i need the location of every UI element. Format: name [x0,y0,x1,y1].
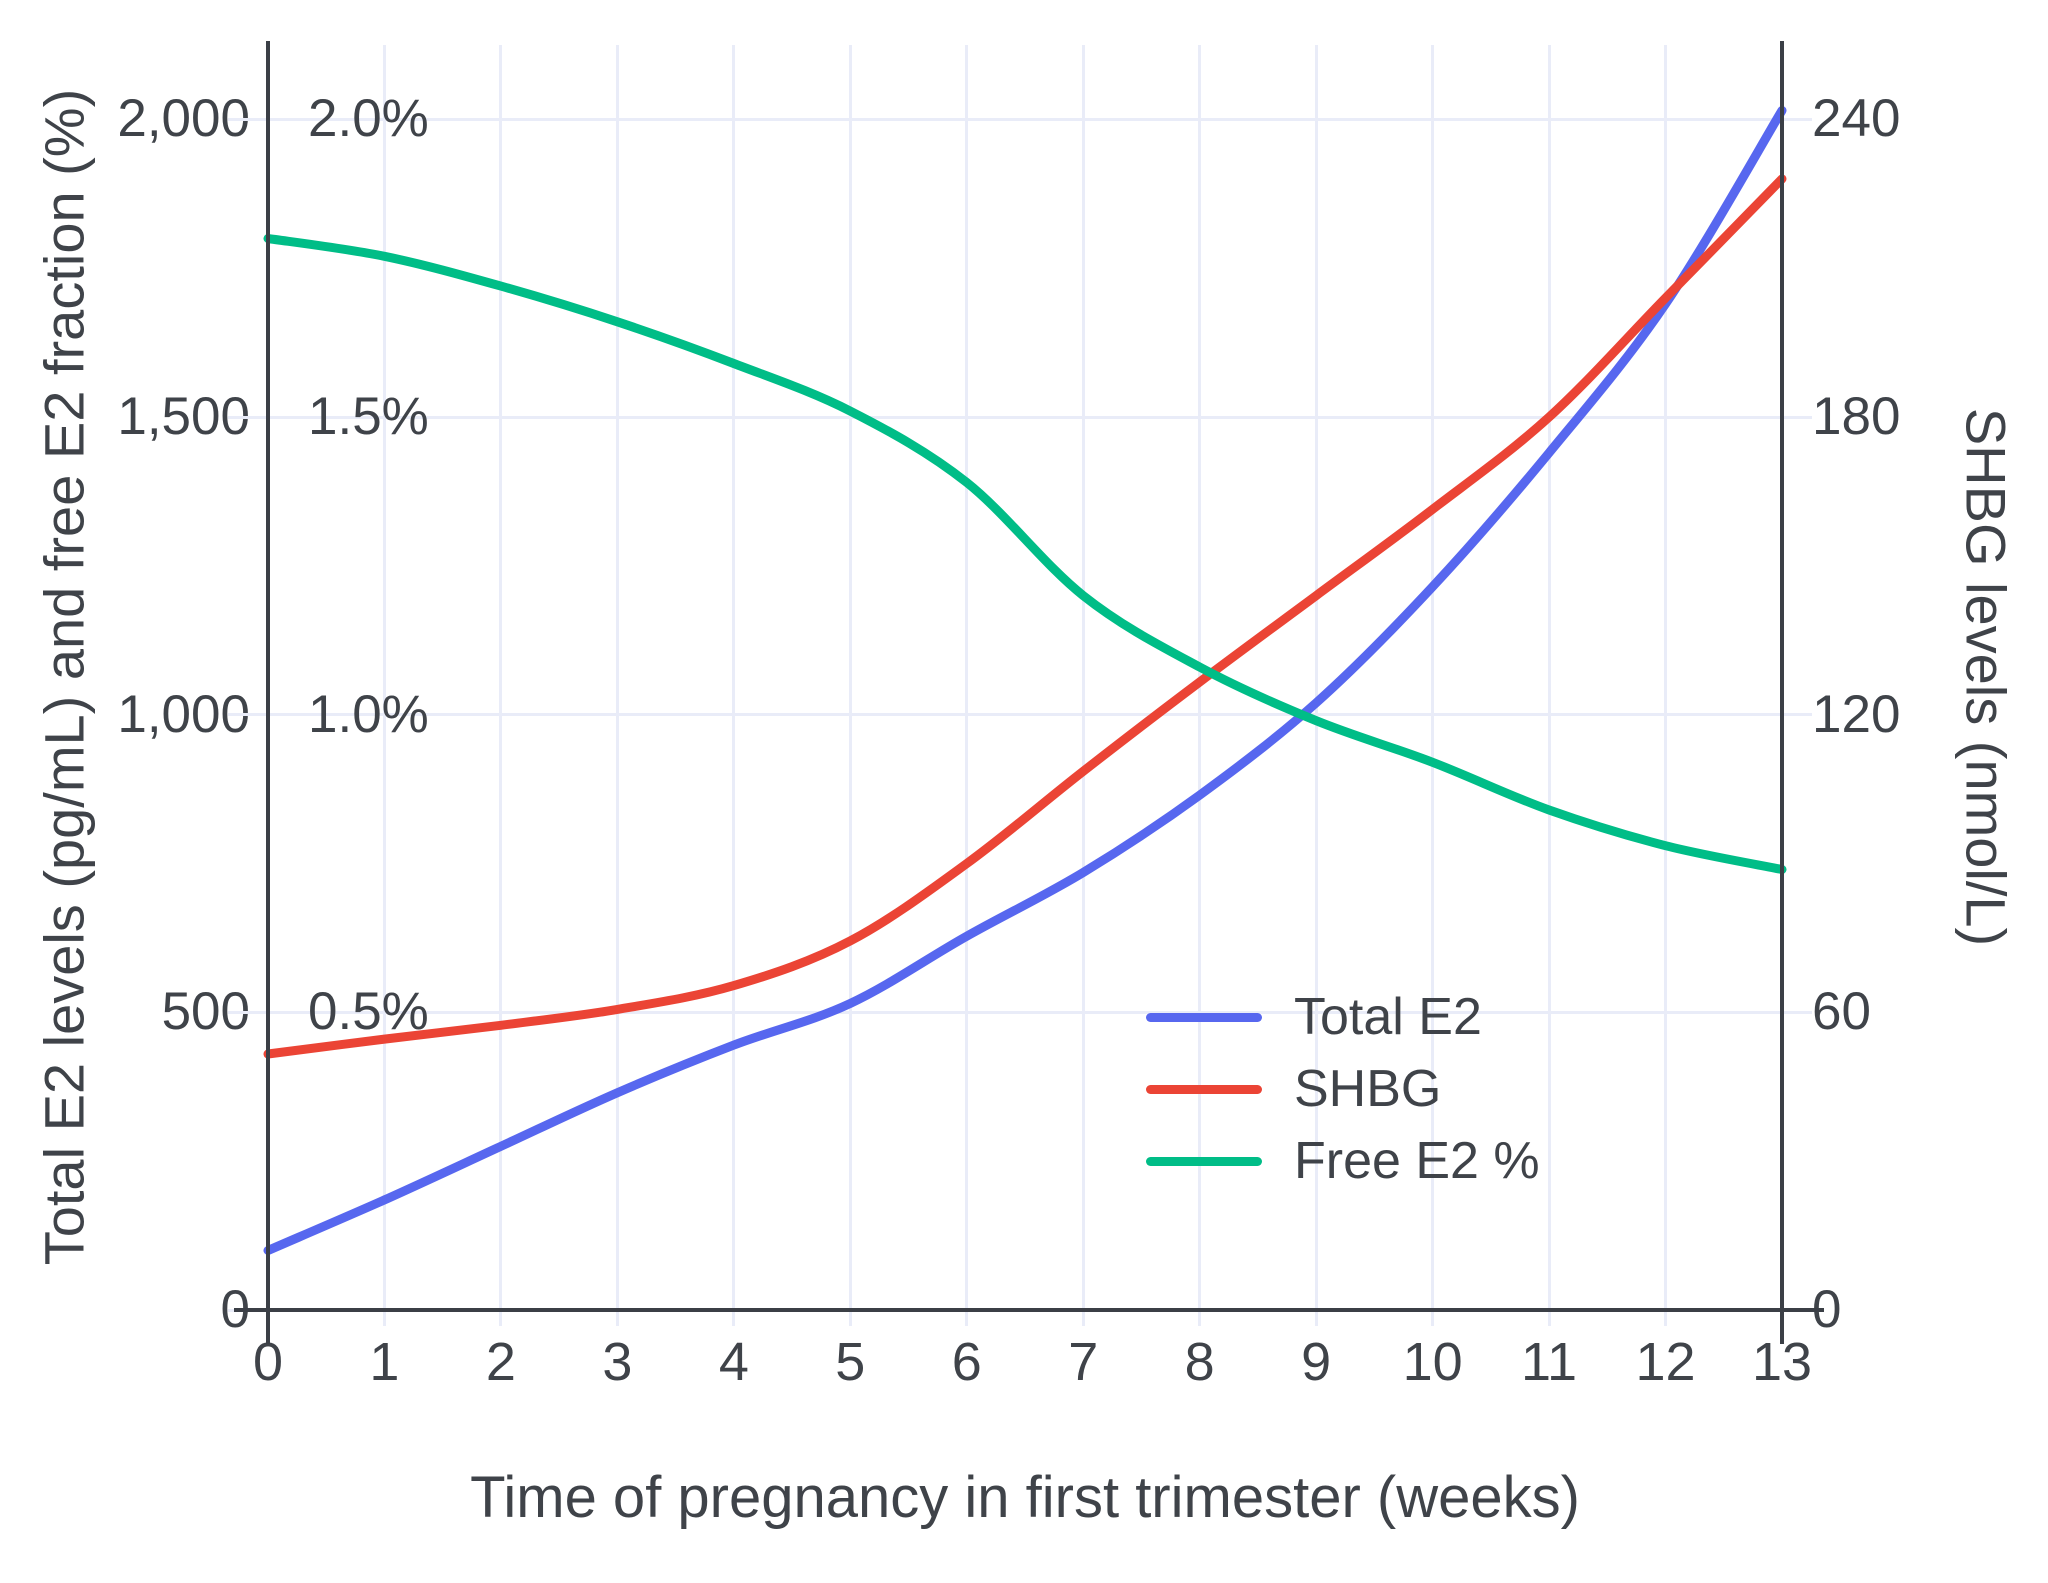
percent-label-1-0-: 1.0% [308,684,429,744]
right-axis-line [1780,41,1784,1344]
series-line-free-e2 [263,234,1787,874]
x-tick-label-9: 9 [1301,1332,1332,1392]
percent-label-0-5-: 0.5% [308,982,429,1042]
left-tick-label-500: 500 [161,982,250,1042]
gridline-v-week-2 [499,45,503,1326]
left-axis-title: Total E2 levels (pg/mL) and free E2 frac… [32,88,96,1266]
series-curves [263,106,1787,1255]
legend-label-total-e2: Total E2 [1294,988,1482,1046]
gridline-v-week-12 [1664,45,1668,1326]
x-tick-label-11: 11 [1521,1332,1578,1392]
right-tick-label-180: 180 [1812,387,1901,447]
x-axis-line [234,1308,1824,1312]
gridline-h-500 [228,1010,1812,1014]
x-tick-label-6: 6 [951,1332,982,1392]
gridline-h-1500 [228,415,1812,419]
left-tick-label-2000: 2,000 [117,89,250,149]
gridline-v-week-9 [1314,45,1318,1326]
gridline-v-week-11 [1547,45,1551,1326]
x-tick-label-1: 1 [369,1332,400,1392]
x-tick-label-10: 10 [1402,1332,1463,1392]
x-tick-label-4: 4 [718,1332,749,1392]
legend-label-shbg: SHBG [1294,1060,1442,1118]
gridline-v-week-1 [382,45,386,1326]
gridline-h-1000 [228,713,1812,717]
x-axis-title: Time of pregnancy in first trimester (we… [470,1465,1580,1530]
series-line-shbg [263,174,1787,1059]
series-line-total-e2 [263,106,1787,1255]
gridline-v-week-10 [1431,45,1435,1326]
left-tick-label-1500: 1,500 [117,387,250,447]
gridline-h-2000 [228,117,1812,121]
legend: Total E2 SHBG Free E2 % [1146,981,1540,1197]
gridline-v-week-4 [732,45,736,1326]
plot-area: 0.5% 1.0% 1.5% 2.0% Total E2 SHBG Free E2 % [228,41,1824,1344]
legend-swatch-free-e2 [1146,1156,1262,1166]
x-tick-label-7: 7 [1068,1332,1099,1392]
percent-label-2-0-: 2.0% [308,89,429,149]
right-axis-title: SHBG levels (nmol/L) [1954,407,2018,947]
right-tick-label-240: 240 [1812,89,1901,149]
gridline-v-week-6 [965,45,969,1326]
legend-item-shbg[interactable]: SHBG [1146,1053,1540,1125]
legend-swatch-total-e2 [1146,1012,1262,1022]
left-tick-label-1000: 1,000 [117,684,250,744]
right-tick-label-60: 60 [1812,982,1871,1042]
x-tick-label-5: 5 [835,1332,866,1392]
percent-label-1-5-: 1.5% [308,387,429,447]
legend-label-free-e2: Free E2 % [1294,1132,1540,1190]
gridline-v-week-7 [1081,45,1085,1326]
x-tick-label-2: 2 [485,1332,516,1392]
left-axis-line [266,41,270,1344]
legend-swatch-shbg [1146,1084,1262,1094]
x-tick-label-12: 12 [1635,1332,1696,1392]
legend-item-total-e2[interactable]: Total E2 [1146,981,1540,1053]
legend-item-free-e2[interactable]: Free E2 % [1146,1125,1540,1197]
x-tick-label-3: 3 [602,1332,633,1392]
x-tick-label-8: 8 [1184,1332,1215,1392]
gridline-v-week-3 [615,45,619,1326]
right-tick-label-120: 120 [1812,684,1901,744]
gridline-v-week-5 [848,45,852,1326]
